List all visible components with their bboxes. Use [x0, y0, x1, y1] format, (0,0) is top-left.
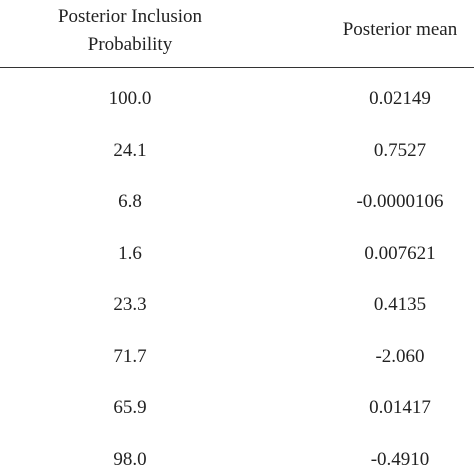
table-cell: 65.9 — [113, 397, 147, 418]
header-cell: Posterior Inclusion Probability — [57, 6, 203, 55]
table-cell: 0.007621 — [364, 242, 436, 264]
table-cell: 0.7527 — [373, 139, 427, 161]
table-cell: 1.6 — [118, 242, 142, 264]
header-rule — [0, 67, 474, 68]
table-cell: 6.8 — [118, 191, 142, 212]
table-cell: -0.4910 — [370, 448, 430, 470]
table-cell: 24.1 — [113, 139, 147, 161]
table-cell: -0.0000106 — [356, 191, 444, 212]
table-cell: 0.4135 — [373, 294, 427, 315]
table-cell: 0.01417 — [369, 397, 431, 418]
table-cell: 100.0 — [108, 88, 152, 109]
table-cell: 71.7 — [113, 345, 147, 367]
table-cell: -2.060 — [375, 345, 425, 367]
header-cell: Posterior mean — [342, 19, 458, 40]
table-cell: 23.3 — [113, 294, 147, 315]
table-cell: 98.0 — [113, 448, 147, 470]
table-cell: 0.02149 — [369, 88, 431, 109]
